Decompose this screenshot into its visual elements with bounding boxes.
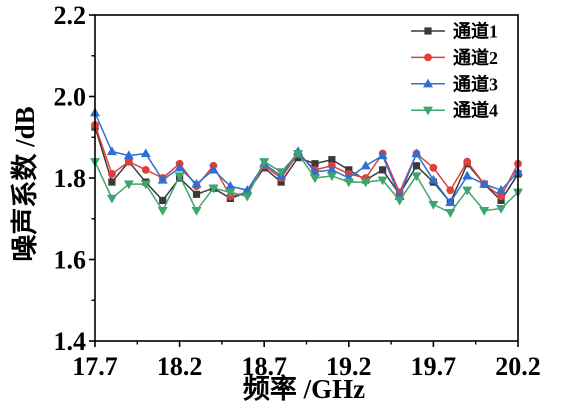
legend-item-1: 通道1 [411, 21, 498, 42]
series-2-point-21 [446, 186, 455, 195]
series-3-point-7 [208, 164, 219, 174]
series-4-point-3 [140, 180, 151, 190]
series-4-point-18 [394, 196, 405, 206]
series-4-point-12 [293, 149, 304, 159]
series-3-point-19 [411, 148, 422, 158]
y-tick-label: 1.6 [54, 246, 87, 275]
series-4-point-24 [496, 204, 507, 214]
series-4-point-4 [157, 207, 168, 216]
series-4-point-17 [377, 176, 388, 186]
series-3-point-6 [191, 178, 202, 188]
series-3-point-14 [326, 164, 337, 174]
series-1-point-17 [379, 166, 387, 174]
legend-swatch-marker [423, 78, 433, 88]
series-4-point-15 [343, 178, 354, 188]
x-tick-label: 18.7 [241, 352, 287, 381]
y-axis-title: 噪声系数 /dB [10, 106, 40, 261]
series-4-point-2 [123, 180, 134, 190]
series-3-point-21 [445, 197, 456, 207]
series-4-point-9 [242, 192, 253, 202]
series-4-point-20 [428, 200, 439, 210]
y-tick-label: 1.8 [54, 164, 87, 193]
series-4-point-11 [276, 168, 287, 178]
series-4 [90, 149, 523, 218]
series-3-point-24 [496, 185, 507, 194]
x-tick-label: 18.2 [157, 352, 203, 381]
axes-layer: 17.7 18.2 18.7 19.2 19.7 20.2 1.4 1.6 1.8 2.0 2.2 [54, 1, 541, 381]
series-3-point-2 [123, 150, 134, 160]
series-4-point-10 [259, 158, 270, 167]
legend-label: 通道1 [453, 21, 498, 42]
legend-item-3: 通道3 [411, 73, 498, 94]
series-2-point-2 [124, 157, 133, 166]
legend-label: 通道3 [453, 73, 498, 94]
series-4-point-5 [174, 172, 185, 182]
legend-item-4: 通道4 [411, 100, 498, 121]
series-4-point-7 [208, 184, 219, 194]
series-3-point-16 [360, 160, 371, 170]
y-tick-label: 1.4 [54, 327, 87, 356]
series-1-point-6 [192, 190, 201, 198]
series-4-point-23 [479, 207, 490, 216]
series-1-point-1 [108, 178, 116, 186]
series-4-point-22 [462, 186, 473, 196]
series-1-point-24 [497, 196, 505, 205]
series-4-point-16 [360, 178, 371, 188]
series-3-point-5 [174, 162, 185, 172]
series-4-point-8 [225, 188, 236, 198]
series-3-line [94, 112, 519, 204]
series-3-point-23 [479, 178, 490, 188]
legend-swatch-marker [424, 53, 432, 62]
legend-swatch-marker [423, 106, 433, 116]
y-tick-label: 2.2 [54, 1, 87, 30]
series-3-point-1 [106, 146, 117, 156]
y-tick-label: 2.0 [54, 83, 87, 112]
x-axis-title: 频率 /GHz [243, 373, 365, 404]
legend-label: 通道4 [453, 100, 498, 121]
series-4-point-6 [191, 207, 202, 216]
series-1-point-11 [277, 178, 285, 186]
series-1-point-14 [328, 156, 336, 164]
legend-label: 通道2 [453, 47, 498, 68]
series-2-point-22 [463, 157, 472, 166]
x-tick-label: 19.2 [326, 352, 372, 381]
series-3-point-4 [157, 174, 168, 184]
series-3-point-17 [377, 150, 388, 160]
x-tick-label: 19.7 [411, 352, 457, 381]
series-3-point-8 [225, 180, 236, 190]
series-4-point-1 [106, 194, 117, 204]
x-tick-label: 20.2 [495, 352, 541, 381]
series-3-point-20 [428, 174, 439, 184]
series-1-point-15 [345, 166, 353, 174]
x-tick-label: 17.7 [72, 352, 118, 381]
series-1-point-19 [412, 162, 421, 170]
series-2-point-3 [141, 165, 150, 174]
series-2-point-20 [429, 163, 438, 172]
series-3-point-22 [462, 170, 473, 180]
series-2-point-24 [497, 192, 505, 201]
series-1-point-13 [311, 160, 319, 168]
legend-item-2: 通道2 [411, 47, 498, 68]
series-2-point-1 [108, 170, 116, 178]
series-4-point-21 [445, 209, 456, 218]
series-3-point-3 [140, 148, 151, 158]
legend-swatch-marker [424, 27, 432, 35]
series-4-point-14 [326, 172, 337, 182]
legend: 通道1 通道2 通道3 通道4 [411, 21, 498, 121]
series-4-point-13 [309, 174, 320, 184]
series-1-point-4 [159, 196, 167, 205]
series-4-point-19 [411, 172, 422, 182]
